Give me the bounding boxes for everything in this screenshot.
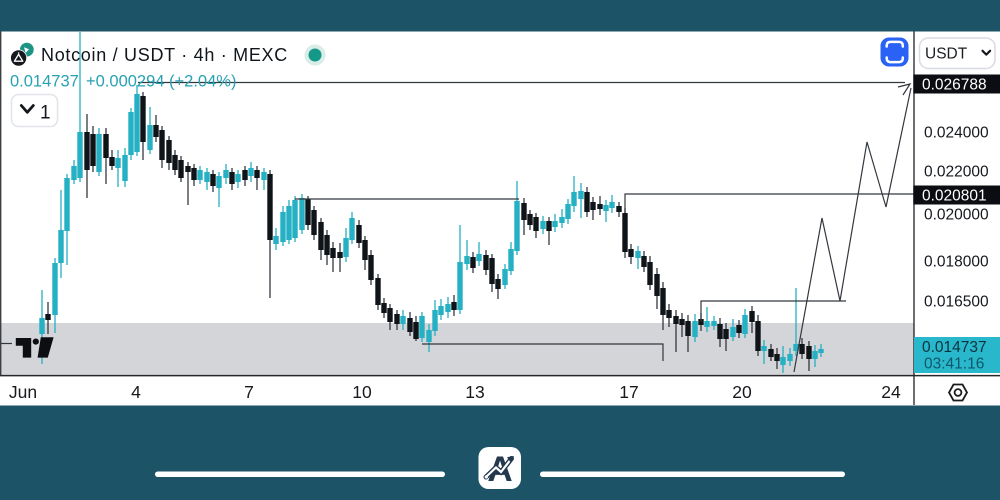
svg-text:0.020801: 0.020801 xyxy=(922,188,987,205)
svg-text:17: 17 xyxy=(619,382,638,402)
svg-text:0.018000: 0.018000 xyxy=(924,254,989,271)
svg-text:+0.000294 (+2.04%): +0.000294 (+2.04%) xyxy=(86,73,236,91)
svg-text:13: 13 xyxy=(465,382,484,402)
svg-text:1: 1 xyxy=(40,103,51,124)
svg-text:03:41:16: 03:41:16 xyxy=(924,356,984,373)
svg-text:0.024000: 0.024000 xyxy=(924,125,989,142)
svg-text:Notcoin / USDT · 4h · MEXC: Notcoin / USDT · 4h · MEXC xyxy=(41,45,288,65)
svg-text:0.020000: 0.020000 xyxy=(924,207,989,224)
svg-text:10: 10 xyxy=(352,382,372,402)
svg-text:7: 7 xyxy=(244,382,254,402)
svg-text:0.014737: 0.014737 xyxy=(10,73,79,91)
svg-text:24: 24 xyxy=(881,382,901,402)
svg-text:20: 20 xyxy=(732,382,752,402)
svg-text:0.014737: 0.014737 xyxy=(922,339,987,356)
svg-text:0.026788: 0.026788 xyxy=(922,77,987,94)
svg-text:0.016500: 0.016500 xyxy=(924,294,989,311)
svg-text:USDT: USDT xyxy=(925,46,968,63)
svg-text:Jun: Jun xyxy=(9,382,37,402)
svg-text:0.022000: 0.022000 xyxy=(924,164,989,181)
svg-text:4: 4 xyxy=(131,382,141,402)
